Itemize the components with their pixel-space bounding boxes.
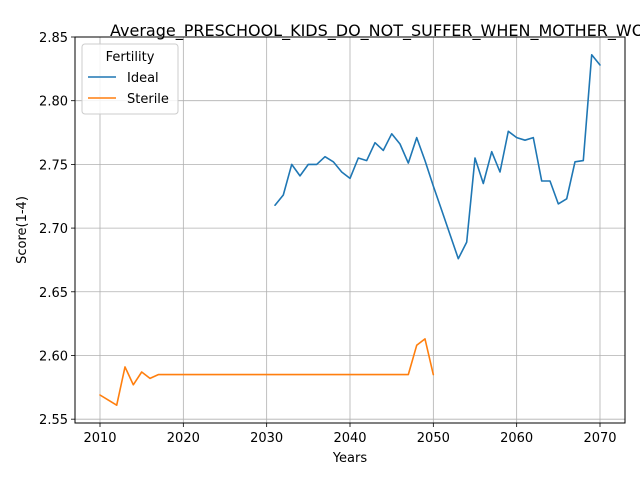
y-tick-label: 2.60 xyxy=(39,349,68,364)
chart-title: Average_PRESCHOOL_KIDS_DO_NOT_SUFFER_WHE… xyxy=(110,21,640,41)
y-tick-label: 2.80 xyxy=(39,95,68,110)
x-tick-label: 2010 xyxy=(83,431,116,446)
legend-label-sterile: Sterile xyxy=(127,92,169,107)
x-tick-label: 2060 xyxy=(500,431,533,446)
series-line-sterile xyxy=(99,338,435,407)
y-tick-label: 2.85 xyxy=(39,31,68,46)
y-tick-label: 2.55 xyxy=(39,413,68,428)
series-line-ideal xyxy=(274,53,601,260)
y-axis-ticks: 2.55 2.60 2.65 2.70 2.75 2.80 2.85 xyxy=(39,31,75,428)
x-tick-label: 2030 xyxy=(250,431,283,446)
x-tick-label: 2050 xyxy=(417,431,450,446)
x-tick-label: 2040 xyxy=(333,431,366,446)
y-tick-label: 2.65 xyxy=(39,286,68,301)
legend-title: Fertility xyxy=(106,50,155,65)
legend: Fertility Ideal Sterile xyxy=(81,43,179,115)
y-axis-label: Score(1-4) xyxy=(15,196,30,264)
x-tick-label: 2070 xyxy=(583,431,616,446)
legend-label-ideal: Ideal xyxy=(127,71,159,86)
x-tick-label: 2020 xyxy=(167,431,200,446)
x-axis-ticks: 2010 2020 2030 2040 2050 2060 2070 xyxy=(83,423,617,446)
y-tick-label: 2.75 xyxy=(39,158,68,173)
y-tick-label: 2.70 xyxy=(39,222,68,237)
legend-box xyxy=(81,43,179,115)
series-lines xyxy=(99,53,601,407)
x-axis-label: Years xyxy=(332,451,368,466)
